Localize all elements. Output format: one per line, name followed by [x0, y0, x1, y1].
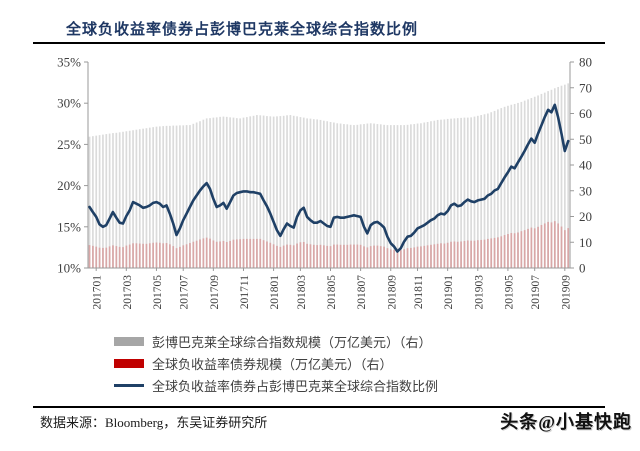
right-axis-tick-label: 50	[579, 132, 592, 147]
right-axis-tick-label: 20	[579, 209, 592, 224]
data-source-note: 数据来源：Bloomberg，东吴证券研究所	[40, 415, 268, 430]
right-axis-tick-label: 30	[579, 183, 592, 198]
left-axis-tick-label: 25%	[57, 137, 81, 152]
x-axis-tick-label: 201903	[473, 275, 485, 310]
watermark-toutiao-badge: 头条@小基快跑	[500, 412, 632, 432]
right-axis-tick-label: 0	[579, 261, 586, 276]
left-axis-tick-label: 30%	[57, 96, 81, 111]
chart-legend: 彭博巴克莱全球综合指数规模（万亿美元）（右） 全球负收益率债券规模（万亿美元）（…	[114, 330, 594, 396]
x-axis-tick-label: 201705	[152, 275, 164, 310]
right-axis-tick-label: 70	[579, 80, 592, 95]
x-axis-tick-label: 201711	[239, 275, 251, 309]
ratio-line	[88, 103, 570, 253]
chart-title: 全球负收益率债券占彭博巴克莱全球综合指数比例	[66, 22, 419, 38]
legend-label: 全球负收益率债券规模（万亿美元）（右）	[152, 356, 393, 372]
bottom-divider	[33, 406, 605, 408]
x-axis-tick-label: 201905	[503, 275, 515, 310]
legend-item-negative-yield-size: 全球负收益率债券规模（万亿美元）（右）	[114, 352, 594, 374]
right-axis-tick-label: 10	[579, 235, 592, 250]
x-axis-tick-label: 201909	[560, 275, 572, 310]
x-axis-tick-label: 201805	[326, 275, 338, 310]
x-axis-tick-label: 201709	[209, 275, 221, 310]
x-axis-tick-label: 201801	[269, 275, 281, 310]
gray-bars-series	[88, 83, 570, 269]
legend-label: 彭博巴克莱全球综合指数规模（万亿美元）（右）	[152, 334, 432, 350]
x-axis-tick-label: 201901	[443, 275, 455, 310]
red-bars-series	[88, 221, 570, 268]
left-axis-tick-label: 15%	[57, 219, 81, 234]
legend-item-index-size: 彭博巴克莱全球综合指数规模（万亿美元）（右）	[114, 330, 594, 352]
x-axis-tick-label: 201807	[356, 275, 368, 310]
top-divider	[33, 42, 605, 44]
red-bar-swatch-icon	[114, 358, 144, 368]
x-axis-tick-label: 201809	[386, 275, 398, 310]
blue-line-swatch-icon	[114, 383, 144, 387]
gray-bar-swatch-icon	[114, 336, 144, 346]
right-axis-tick-label: 40	[579, 158, 592, 173]
x-axis-tick-label: 201703	[122, 275, 134, 310]
x-axis-tick-label: 201907	[530, 275, 542, 310]
legend-item-ratio-line: 全球负收益率债券占彭博巴克莱全球综合指数比例	[114, 374, 594, 396]
left-axis-tick-label: 20%	[57, 178, 81, 193]
left-axis-tick-label: 10%	[57, 261, 81, 276]
right-axis-tick-label: 60	[579, 106, 592, 121]
x-axis-tick-label: 201707	[179, 275, 191, 310]
x-axis-tick-label: 201811	[413, 275, 425, 309]
legend-label: 全球负收益率债券占彭博巴克莱全球综合指数比例	[152, 378, 439, 394]
right-axis-tick-label: 80	[579, 55, 592, 70]
left-axis-tick-label: 35%	[57, 55, 81, 70]
chart-plot-area: 35% 30% 25% 20% 15% 10% 80 70 60 50 40 30 20 10 0 20170…	[57, 55, 592, 310]
x-axis-tick-label: 201701	[92, 275, 104, 310]
x-axis-tick-label: 201803	[296, 275, 308, 310]
